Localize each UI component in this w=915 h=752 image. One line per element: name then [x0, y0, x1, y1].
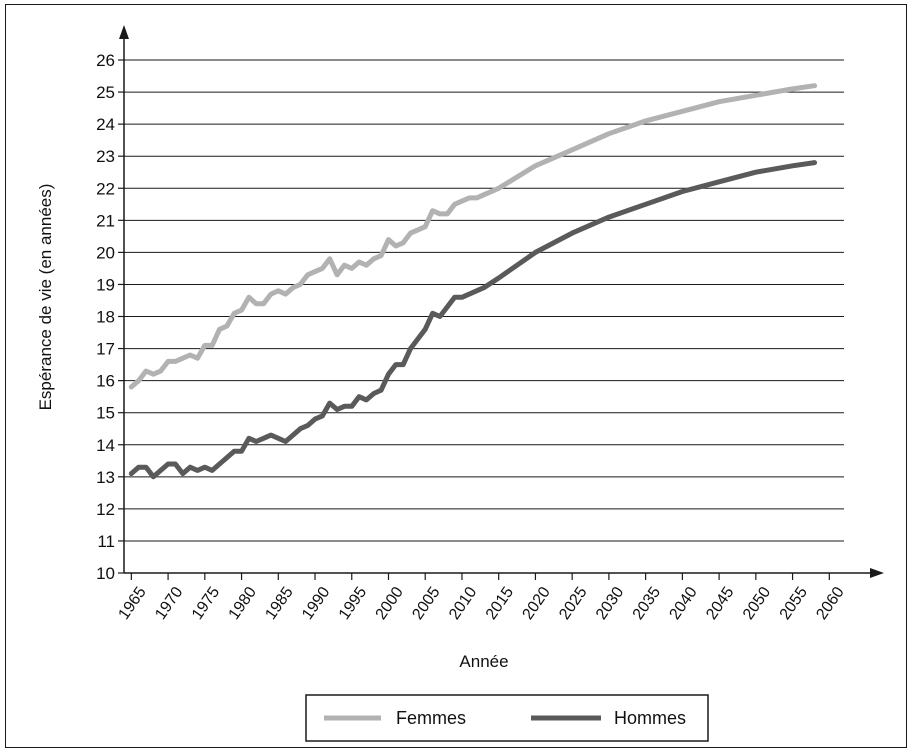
y-axis-label: Espérance de vie (en années) [36, 184, 55, 411]
legend: Femmes Hommes [305, 694, 709, 742]
axes [118, 25, 884, 580]
y-tick-labels: 10 11 12 13 14 15 16 17 18 19 20 21 22 23 24 25 26 [96, 51, 115, 583]
x-tick-label: 2000 [373, 584, 407, 623]
series-lines [128, 83, 818, 480]
y-tick-label: 16 [96, 372, 115, 391]
x-tick-label: 1995 [336, 584, 370, 623]
chart-frame: 10 11 12 13 14 15 16 17 18 19 20 21 22 23 24 25 26 1965 1… [5, 4, 907, 748]
x-tick-label: 1980 [226, 584, 260, 623]
x-tick-label: 1975 [189, 584, 223, 623]
x-tick-label: 1965 [115, 584, 149, 623]
y-tick-label: 20 [96, 243, 115, 262]
legend-label-femmes: Femmes [396, 708, 466, 728]
y-tick-label: 17 [96, 340, 115, 359]
x-tick-label: 2010 [446, 584, 480, 623]
y-tick-label: 11 [97, 532, 115, 551]
x-tick-label: 1985 [262, 584, 296, 623]
x-tick-label: 2055 [777, 584, 811, 623]
y-axis-arrow [119, 25, 129, 39]
y-tick-label: 15 [96, 404, 115, 423]
y-tick-label: 19 [96, 275, 115, 294]
y-tick-label: 21 [96, 211, 115, 230]
y-tick-label: 26 [96, 51, 115, 70]
x-tick-label: 2040 [666, 584, 700, 623]
gridlines [124, 59, 844, 542]
x-tick-label: 1970 [152, 584, 186, 623]
x-tick-label: 2025 [556, 584, 590, 623]
x-tick-label: 2045 [703, 584, 737, 623]
y-tick-label: 23 [96, 147, 115, 166]
x-axis-label: Année [459, 652, 508, 671]
x-tick-label: 2035 [630, 584, 664, 623]
y-tick-label: 14 [96, 436, 115, 455]
y-tick-label: 10 [96, 564, 115, 583]
series-line-hommes [128, 160, 818, 480]
y-tick-label: 25 [96, 83, 115, 102]
x-tick-label: 2020 [520, 584, 554, 623]
x-tick-label: 2030 [593, 584, 627, 623]
series-line-femmes [128, 83, 818, 390]
x-tick-label: 2060 [813, 584, 847, 623]
x-axis-arrow [870, 568, 884, 578]
x-tick-label: 2050 [740, 584, 774, 623]
y-tick-label: 18 [96, 308, 115, 327]
x-tick-labels: 1965 1970 1975 1980 1985 1990 1995 2000 2005 2010… [115, 584, 847, 623]
x-tick-label: 2005 [409, 584, 443, 623]
y-tick-label: 13 [96, 468, 115, 487]
x-tick-label: 1990 [299, 584, 333, 623]
y-tick-label: 24 [96, 115, 115, 134]
x-tick-label: 2015 [483, 584, 517, 623]
legend-label-hommes: Hommes [614, 708, 686, 728]
y-tick-label: 22 [96, 179, 115, 198]
y-tick-label: 12 [96, 500, 115, 519]
